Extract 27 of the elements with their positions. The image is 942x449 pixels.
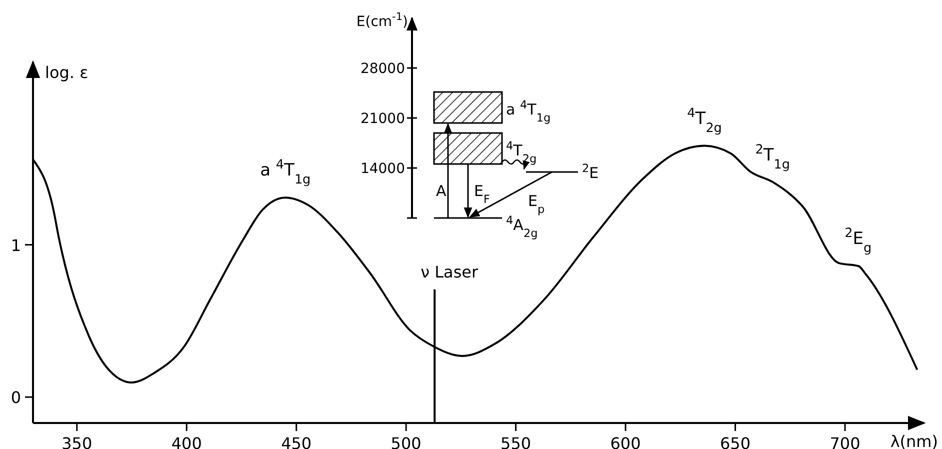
annotation: a $^{4}$T$_{1g}$ xyxy=(260,157,311,188)
annotation: $^{2}$E xyxy=(582,162,599,182)
annotation: $^{4}$T$_{2g}$ xyxy=(687,105,722,136)
annotation: 28000 xyxy=(360,61,405,77)
x-tick-label: 700 xyxy=(830,434,860,449)
annotation: $^{2}$T$_{1g}$ xyxy=(755,142,790,172)
ref-line-label: ν Laser xyxy=(420,262,479,282)
x-axis-title: λ(nm) xyxy=(890,432,938,449)
x-tick-label: 450 xyxy=(281,434,312,449)
annotation: A xyxy=(436,182,447,200)
text: E(cm$^{-1}$) xyxy=(356,11,408,30)
annotation: $^{4}$A$_{2g}$ xyxy=(506,214,538,240)
y-tick-label: 0 xyxy=(10,388,21,408)
y-axis-title: log. ε xyxy=(45,63,88,82)
annotation: 14000 xyxy=(360,161,405,177)
x-tick-label: 550 xyxy=(500,434,532,449)
y-tick-label: 1 xyxy=(10,236,21,255)
x-tick-label: 600 xyxy=(610,434,641,449)
annotation: $^{2}$E$_{g}$ xyxy=(844,226,872,256)
x-tick-label: 500 xyxy=(390,434,422,449)
x-tick-label: 350 xyxy=(62,434,92,449)
annotation: E$_{p}$ xyxy=(528,192,545,216)
annotation: 21000 xyxy=(360,111,405,127)
x-tick-label: 400 xyxy=(171,434,202,449)
annotation: a $^{4}$T$_{1g}$ xyxy=(506,98,551,124)
x-tick-label: 650 xyxy=(720,434,751,449)
annotation: E$_{F}$ xyxy=(474,182,490,206)
